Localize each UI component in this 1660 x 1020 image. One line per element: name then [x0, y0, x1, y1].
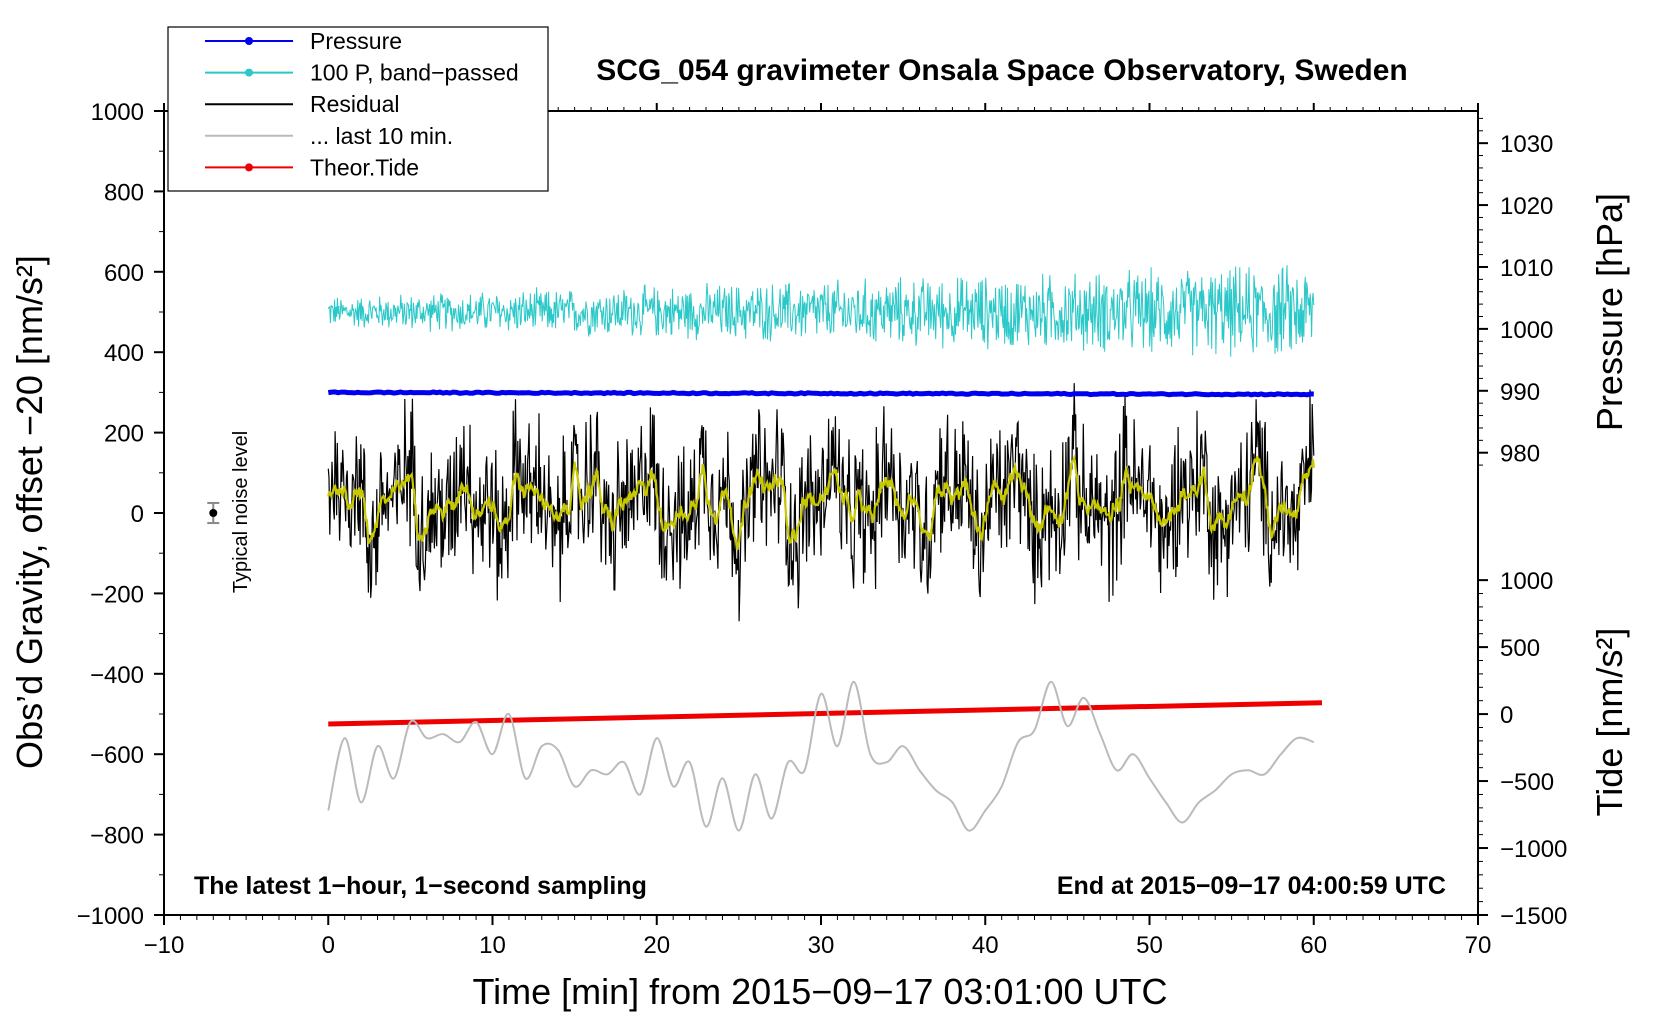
y-tick-label: 600: [104, 260, 144, 287]
legend-swatch-marker: [245, 37, 253, 45]
legend-label: Pressure: [310, 28, 402, 54]
series-residual-smoothed: [327, 454, 1315, 550]
x-tick-label: 40: [972, 932, 999, 959]
y-tick-label: 800: [104, 179, 144, 206]
y-tick-label: 400: [104, 340, 144, 367]
series-last-10-min: [327, 680, 1315, 832]
y-tick-label: −400: [90, 662, 144, 689]
tide-tick-label: −1500: [1500, 903, 1567, 930]
legend-box: [167, 26, 549, 192]
tide-tick-label: 1000: [1500, 568, 1553, 595]
annotation-left: The latest 1−hour, 1−second sampling: [194, 872, 647, 900]
x-tick-label: 60: [1300, 932, 1327, 959]
y-tick-label: −800: [90, 823, 144, 850]
y-tick-label: 1000: [91, 99, 144, 126]
plot-layer: −10 0 10 20 30 40 50 60 7010008006004002000−200−…: [77, 99, 1568, 959]
series-bandpassed-pressure: [327, 265, 1315, 357]
y-tick-label: −200: [90, 581, 144, 608]
y-tick-label: 200: [104, 421, 144, 448]
y-tick-label: −600: [90, 742, 144, 769]
pressure-tick-label: 980: [1500, 441, 1540, 468]
x-tick-label: −10: [144, 932, 185, 959]
noise-level-label: Typical noise level: [230, 431, 252, 593]
legend-swatch-marker: [245, 163, 253, 172]
legend: Pressure 100 P, band−passed Residual ... la…: [167, 26, 549, 192]
y-axis-label-pressure: Pressure [hPa]: [1589, 193, 1630, 431]
series-pressure: [327, 389, 1314, 398]
legend-label: Theor.Tide: [310, 154, 419, 180]
tide-tick-label: −500: [1500, 769, 1554, 796]
annotation-right: End at 2015−09−17 04:00:59 UTC: [1057, 872, 1446, 900]
legend-label: Residual: [310, 91, 400, 117]
pressure-tick-label: 1000: [1500, 317, 1553, 344]
chart-title: SCG_054 gravimeter Onsala Space Observat…: [596, 54, 1408, 87]
x-tick-label: 50: [1136, 932, 1163, 959]
tide-tick-label: 500: [1500, 635, 1540, 662]
x-tick-label: 30: [808, 932, 835, 959]
pressure-tick-label: 1010: [1500, 255, 1553, 282]
x-tick-label: 10: [479, 932, 506, 959]
noise-point: [209, 509, 218, 517]
tide-tick-label: 0: [1500, 702, 1513, 729]
pressure-tick-label: 990: [1500, 379, 1540, 406]
pressure-tick-label: 1020: [1500, 193, 1553, 220]
series-theor-tide: [328, 700, 1323, 727]
x-tick-label: 0: [322, 932, 335, 959]
y-axis-label-left: Obs’d Gravity, offset −20 [nm/s²]: [9, 255, 50, 769]
tide-tick-label: −1000: [1500, 836, 1567, 863]
series-residual: [327, 383, 1315, 622]
pressure-tick-label: 1030: [1500, 131, 1553, 158]
x-axis-label: Time [min] from 2015−09−17 03:01:00 UTC: [472, 971, 1167, 1012]
x-tick-label: 20: [643, 932, 670, 959]
legend-label: 100 P, band−passed: [310, 60, 519, 86]
y-tick-label: 0: [131, 501, 144, 528]
legend-swatch-marker: [245, 68, 253, 77]
legend-label: ... last 10 min.: [310, 123, 453, 149]
y-tick-label: −1000: [77, 903, 144, 930]
y-axis-label-tide: Tide [nm/s²]: [1589, 628, 1630, 817]
x-tick-label: 70: [1465, 932, 1492, 959]
